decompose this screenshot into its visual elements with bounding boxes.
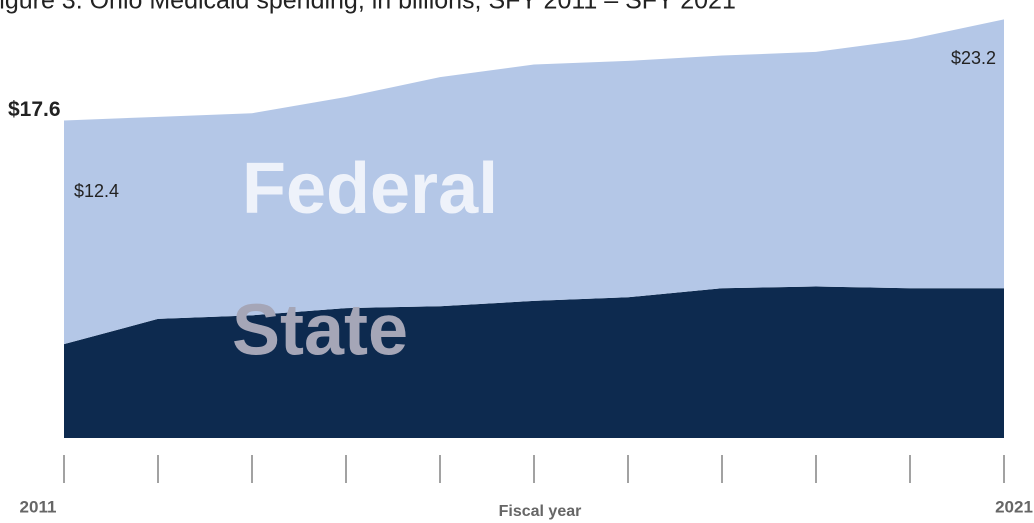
chart-title: Figure 3. Ohio Medicaid spending, in bil… [0, 0, 736, 15]
total-label: $23.2 [951, 48, 996, 68]
area [64, 286, 1004, 438]
data-label: $12.4 [74, 181, 119, 201]
legend-label: State [232, 290, 408, 370]
x-tick-label: 2021 [995, 497, 1033, 516]
x-tick-label: 2011 [20, 497, 57, 516]
area [64, 19, 1004, 345]
total-label: $17.6 [8, 98, 61, 121]
legend-label: Federal [242, 149, 498, 229]
x-axis-label: Fiscal year [499, 503, 582, 520]
